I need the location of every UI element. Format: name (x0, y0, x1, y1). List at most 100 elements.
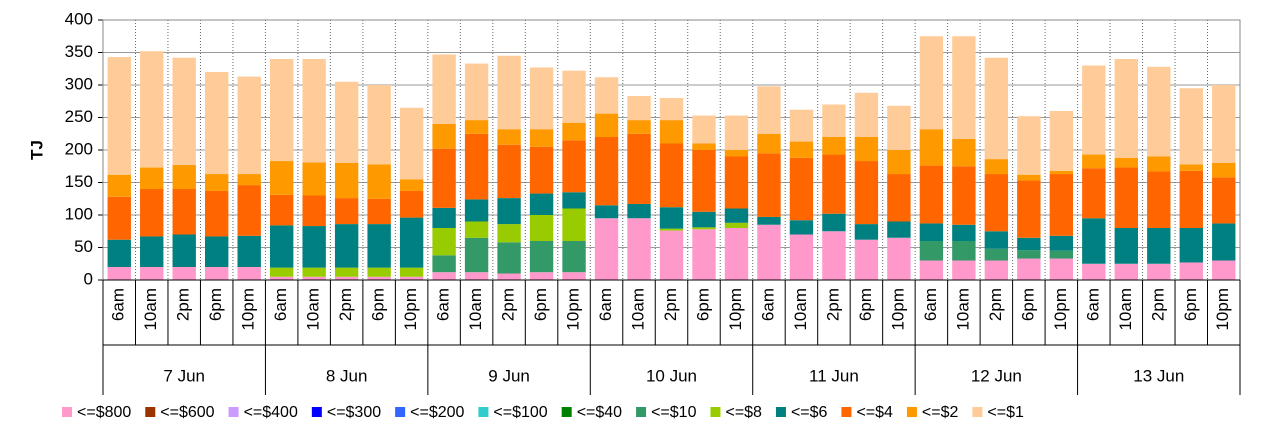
bar-segment (464, 63, 489, 121)
bar-segment (464, 221, 489, 238)
bar-segment (1179, 262, 1203, 280)
bar-segment (399, 107, 424, 180)
legend-swatch (636, 407, 647, 417)
x-tick-label: 6am (109, 288, 128, 321)
bar-segment (659, 230, 684, 280)
bar-segment (562, 122, 586, 141)
bar-segment (1212, 177, 1236, 224)
bar-segment (302, 162, 326, 196)
x-tick-label: 2pm (986, 288, 1005, 321)
bar-segment (1049, 111, 1074, 171)
bar-segment (237, 76, 261, 175)
legend-swatch (395, 407, 406, 417)
bar-segment (659, 228, 684, 231)
y-tick-label: 100 (65, 204, 93, 223)
bar-segment (107, 239, 131, 267)
bar-segment (854, 137, 879, 162)
bar-segment (952, 36, 976, 139)
bar-segment (1147, 171, 1171, 228)
legend-swatch (311, 407, 322, 417)
bar-segment (140, 267, 164, 280)
bar-segment (464, 272, 489, 280)
x-tick-label: 6am (921, 288, 940, 321)
legend-label: <=$6 (791, 404, 828, 421)
bar-segment (237, 174, 261, 186)
x-tick-label: 2pm (174, 288, 193, 321)
bar-segment (952, 260, 976, 280)
bar-segment (1017, 250, 1041, 259)
x-tick-label: 10am (141, 288, 160, 331)
legend-label: <=$1 (987, 404, 1024, 421)
bar-segment (984, 174, 1009, 232)
y-axis-label: TJ (27, 140, 46, 160)
bar-segment (724, 222, 749, 228)
bar-segment (334, 163, 359, 199)
x-tick-label: 6pm (531, 288, 550, 321)
bar-segment (1114, 167, 1138, 228)
bar-segment (984, 231, 1009, 249)
group-label: 8 Jun (326, 366, 368, 385)
bar-segment (367, 276, 391, 280)
bar-segment (627, 96, 651, 121)
x-tick-label: 10am (953, 288, 972, 331)
bar-segment (205, 267, 229, 280)
bar-segment (464, 133, 489, 200)
bar-segment (919, 260, 944, 280)
bar-segment (659, 207, 684, 229)
bar-segment (1049, 258, 1074, 280)
bar-segment (1049, 235, 1074, 251)
x-tick-label: 2pm (823, 288, 842, 321)
bar-segment (269, 161, 294, 195)
bar-segment (822, 231, 846, 280)
bar-segment (1082, 263, 1106, 280)
bar-segment (1114, 263, 1138, 280)
legend-label: <=$4 (856, 404, 893, 421)
x-tick-label: 6am (758, 288, 777, 321)
bar-segment (854, 92, 879, 137)
bar-segment (399, 179, 424, 191)
bar-segment (529, 146, 554, 194)
bar-segment (529, 215, 554, 241)
bar-segment (724, 115, 749, 150)
bar-segment (724, 208, 749, 223)
bar-segment (140, 51, 164, 168)
bar-segment (432, 148, 456, 208)
bar-segment (140, 189, 164, 237)
x-tick-label: 10am (304, 288, 323, 331)
bar-segment (887, 105, 911, 150)
bar-segment (1082, 218, 1106, 264)
bar-segment (659, 98, 684, 121)
bar-segment (464, 199, 489, 222)
y-tick-label: 400 (65, 9, 93, 28)
x-tick-label: 10pm (1213, 288, 1232, 331)
bar-segment (594, 113, 619, 137)
x-tick-label: 6pm (693, 288, 712, 321)
bar-segment (1147, 263, 1171, 280)
bar-segment (1017, 116, 1041, 175)
bar-segment (1114, 157, 1138, 168)
bar-segment (822, 154, 846, 214)
bar-segment (952, 138, 976, 167)
bar-segment (205, 174, 229, 191)
bar-segment (822, 104, 846, 137)
bar-segment (594, 218, 619, 280)
bar-segment (1212, 163, 1236, 178)
bar-segment (1017, 258, 1041, 280)
bar-segment (399, 190, 424, 218)
bar-segment (172, 267, 196, 280)
bar-segment (205, 72, 229, 175)
legend-swatch (775, 407, 786, 417)
bar-segment (1179, 164, 1203, 171)
bar-segment (562, 241, 586, 273)
bar-segment (172, 189, 196, 235)
bar-segment (854, 239, 879, 280)
bar-segment (789, 141, 814, 158)
bar-segment (952, 241, 976, 261)
x-tick-label: 6am (434, 288, 453, 321)
bar-segment (887, 174, 911, 222)
bar-segment (107, 174, 131, 197)
legend-label: <=$600 (160, 404, 214, 421)
bar-segment (334, 267, 359, 277)
bar-segment (854, 224, 879, 240)
